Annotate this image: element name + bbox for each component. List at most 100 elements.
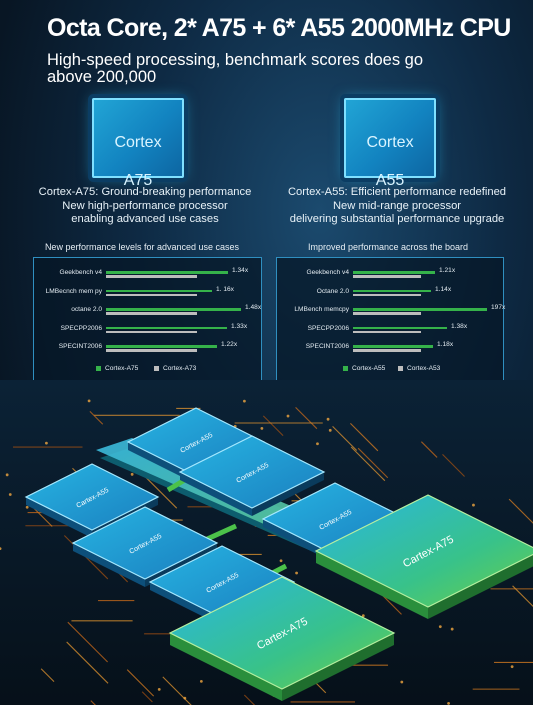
circuit-node (286, 414, 290, 418)
description-line: delivering substantial performance upgra… (289, 213, 505, 225)
chip-label-line: Cortex (114, 134, 162, 151)
circuit-node (326, 417, 330, 421)
bar-cortex-a75 (106, 326, 227, 330)
bar-cortex-a55 (353, 326, 447, 330)
bar-cortex-a53 (353, 293, 421, 297)
die-top (314, 494, 533, 608)
circuit-trace (295, 406, 318, 430)
bar-cortex-a73 (106, 275, 197, 278)
die-side (128, 442, 196, 484)
circuit-node (279, 559, 283, 563)
circuit-node (361, 614, 365, 618)
die-side (73, 543, 145, 587)
page-title: Octa Core, 2* A75 + 6* A55 2000MHz CPU (47, 14, 511, 42)
bar-cortex-a53 (353, 330, 421, 334)
subtitle-line: High-speed processing, benchmark scores … (47, 51, 424, 69)
bar-cortex-a55 (353, 345, 433, 348)
category-label: SPECINT2006 (58, 343, 102, 350)
bar-cortex-a73 (106, 349, 197, 352)
category-label: SPECPP2006 (60, 324, 102, 332)
chip-label: Cortex A75 (92, 114, 184, 209)
category-label: Octane 2.0 (316, 287, 349, 295)
description-line: Cortex-A55: Efficient performance redefi… (287, 186, 507, 198)
chip-label-line: A75 (123, 172, 153, 189)
circuit-trace (512, 585, 533, 608)
legend-label: Cortex-A53 (407, 365, 441, 372)
circuit-node (447, 702, 450, 705)
category-label: Geekbench v4 (306, 269, 349, 276)
die-side (428, 554, 533, 619)
bar-cortex-a75 (106, 308, 241, 311)
data-label: 1.34x (232, 267, 249, 274)
die-top (178, 435, 326, 509)
die-top (71, 506, 219, 580)
category-label: Geekbench v4 (59, 269, 102, 276)
circuit-trace (381, 594, 402, 615)
die-side (150, 582, 222, 626)
bar-cortex-a75 (106, 289, 212, 293)
data-label: 197x (491, 304, 506, 311)
cortex-a55-description: Cortex-A55: Efficient performance redefi… (272, 186, 522, 227)
circuit-node (130, 472, 134, 476)
bar-cortex-a53 (353, 312, 421, 315)
bar-cortex-a53 (353, 275, 421, 278)
data-label: 1.48x (245, 304, 262, 311)
circuit-node (260, 426, 264, 430)
chart-title-a75: New performance levels for advanced use … (44, 242, 240, 252)
circuit-trace (350, 422, 379, 452)
chip-label-line: A55 (375, 172, 405, 189)
chip-label-line: Cortex (366, 134, 414, 151)
circuit-node (0, 547, 2, 550)
circuit-trace (420, 441, 438, 458)
bar-cortex-a75 (106, 271, 228, 274)
die-top (168, 576, 396, 690)
circuit-trace (243, 694, 256, 705)
circuit-node (87, 399, 91, 403)
circuit-trace (162, 676, 192, 705)
circuit-trace (141, 691, 153, 703)
circuit-trace (40, 668, 55, 683)
bar-cortex-a55 (353, 271, 435, 274)
circuit-trace (332, 425, 358, 451)
description-line: enabling advanced use cases (71, 213, 219, 225)
die-side (26, 497, 92, 538)
die-side (282, 633, 394, 701)
bar-cortex-a55 (353, 308, 487, 311)
cortex-a75-description: Cortex-A75: Ground-breaking performance … (20, 186, 270, 227)
circuit-node (510, 665, 514, 669)
data-label: 1. 16x (216, 285, 234, 293)
die-side (170, 633, 282, 701)
bar-cortex-a73 (106, 312, 197, 315)
circuit-trace (33, 508, 53, 527)
circuit-node (45, 441, 48, 445)
category-label: SPECPP2006 (307, 324, 349, 332)
circuit-node (25, 505, 29, 509)
legend-swatch (154, 366, 159, 371)
cortex-a75-chip: Cortex A75 (92, 98, 184, 189)
circuit-trace (89, 411, 104, 425)
bus-connector (203, 523, 238, 543)
circuit-trace (66, 641, 109, 684)
circuit-trace (350, 446, 386, 482)
chart-panel-a55: Geekbench v4 1.21x Octane 2.0 1.14x LMBench … (276, 257, 506, 383)
legend-swatch (343, 366, 348, 371)
die-side (316, 551, 428, 619)
circuit-node (438, 625, 442, 629)
legend-label: Cortex-A55 (352, 365, 386, 372)
circuit-node (199, 679, 203, 683)
bar-cortex-a73 (106, 293, 197, 297)
bar-cortex-a55 (353, 289, 431, 293)
circuit-node (5, 473, 9, 477)
data-label: 1.14x (435, 285, 452, 293)
description-line: Cortex-A75: Ground-breaking performance (38, 186, 252, 198)
bar-cortex-a75 (106, 345, 217, 348)
data-label: 1.21x (439, 267, 456, 274)
core-dies: Cortex-A55Cartex-A55Cortex-A55Cortex-A55… (24, 407, 533, 701)
cortex-a55-chip: Cortex A55 (344, 98, 436, 189)
description-line: New mid-range processor (332, 199, 462, 212)
data-label: 1.38x (451, 322, 468, 330)
page-subtitle: High-speed processing, benchmark scores … (47, 52, 497, 86)
category-label: LMBench memcpy (294, 306, 349, 313)
circuit-trace (262, 415, 284, 437)
